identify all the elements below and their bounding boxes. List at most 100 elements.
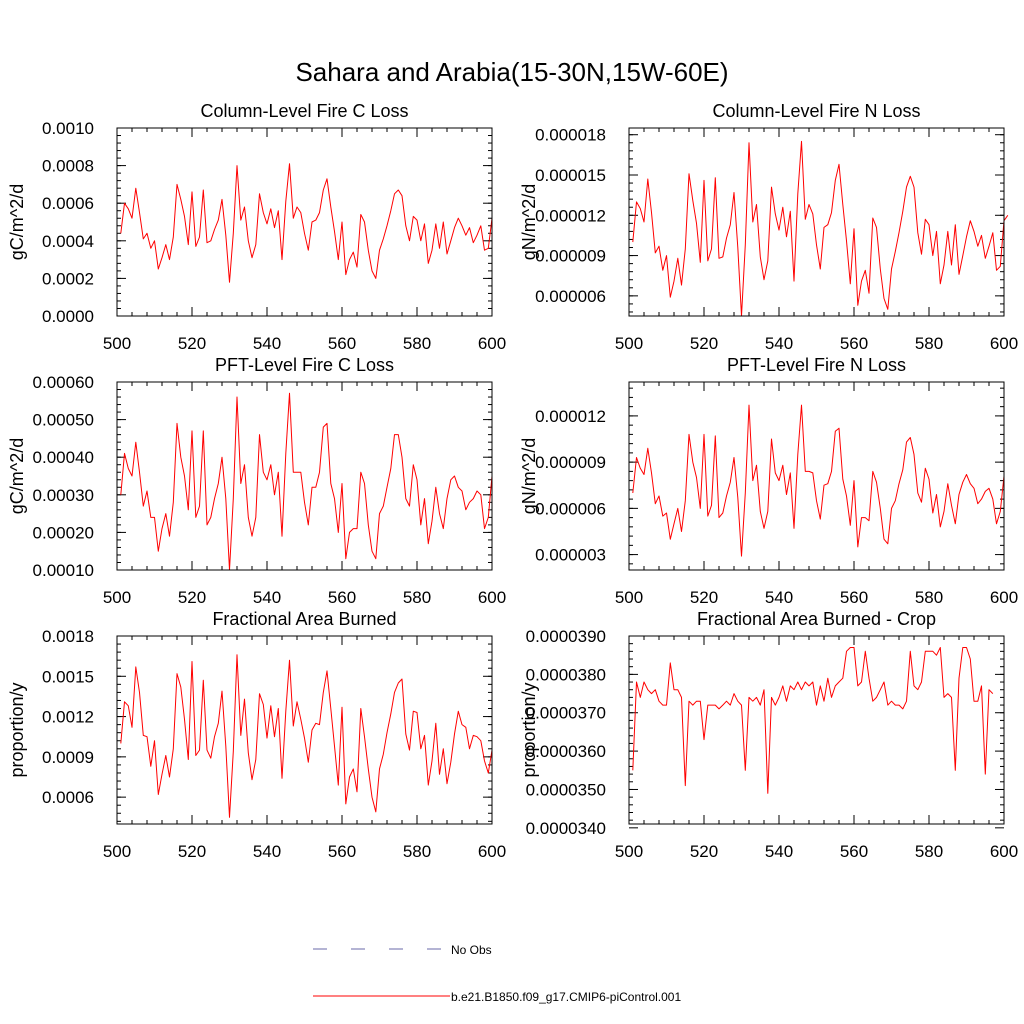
x-tick-label: 600 (990, 842, 1018, 861)
y-tick-label: 0.0010 (42, 119, 94, 138)
y-tick-label: 0.0000370 (526, 704, 606, 723)
x-tick-label: 560 (328, 334, 356, 353)
x-tick-label: 560 (328, 842, 356, 861)
y-axis-label: gC/m^2/d (7, 184, 27, 260)
y-tick-label: 0.00020 (33, 523, 94, 542)
x-tick-label: 520 (178, 588, 206, 607)
series-line-1 (120, 392, 493, 571)
y-tick-label: 0.00060 (33, 373, 94, 392)
x-tick-label: 560 (840, 588, 868, 607)
y-tick-label: 0.0008 (42, 157, 94, 176)
y-tick-label: 0.0012 (42, 708, 94, 727)
x-tick-label: 580 (915, 588, 943, 607)
panel-title: Fractional Area Burned - Crop (697, 609, 936, 629)
y-tick-label: 0.00030 (33, 486, 94, 505)
y-tick-label: 0.000006 (535, 499, 606, 518)
x-tick-label: 500 (103, 842, 131, 861)
chart-panel-6: Fractional Area Burned - Crop proportion/… (519, 609, 1018, 861)
y-tick-label: 0.000009 (535, 247, 606, 266)
y-axis-label: gN/m^2/d (519, 184, 539, 260)
plot-frame (628, 635, 1005, 825)
y-tick-label: 0.000006 (535, 287, 606, 306)
y-tick-label: 0.00010 (33, 561, 94, 580)
plot-frame (116, 381, 493, 571)
series-line-1 (120, 654, 493, 818)
y-tick-label: 0.000018 (535, 126, 606, 145)
panel-title: Fractional Area Burned (212, 609, 396, 629)
y-tick-label: 0.0015 (42, 667, 94, 686)
y-tick-label: 0.00040 (33, 448, 94, 467)
x-tick-label: 580 (403, 334, 431, 353)
y-tick-label: 0.0006 (42, 788, 94, 807)
y-tick-label: 0.000003 (535, 546, 606, 565)
figure-title: Sahara and Arabia(15-30N,15W-60E) (295, 57, 728, 87)
y-tick-label: 0.0000380 (526, 665, 606, 684)
series-line-1 (632, 404, 1005, 557)
x-tick-label: 520 (178, 334, 206, 353)
x-tick-label: 580 (403, 842, 431, 861)
x-tick-label: 600 (478, 334, 506, 353)
x-tick-label: 540 (765, 842, 793, 861)
x-tick-label: 600 (478, 842, 506, 861)
y-tick-label: 0.0004 (42, 232, 94, 251)
x-tick-label: 520 (690, 588, 718, 607)
x-tick-label: 600 (478, 588, 506, 607)
x-tick-label: 500 (615, 334, 643, 353)
x-tick-label: 560 (840, 842, 868, 861)
y-tick-label: 0.0000 (42, 307, 94, 326)
panel-title: PFT-Level Fire N Loss (727, 355, 906, 375)
x-tick-label: 580 (915, 842, 943, 861)
chart-panel-1: Column-Level Fire C Loss gC/m^2/d 500 520 54… (7, 101, 506, 353)
y-axis-label: gC/m^2/d (7, 438, 27, 514)
y-axis-label: gN/m^2/d (519, 438, 539, 514)
x-tick-label: 560 (328, 588, 356, 607)
y-tick-label: 0.0000350 (526, 780, 606, 799)
x-tick-label: 520 (690, 842, 718, 861)
x-tick-label: 540 (253, 588, 281, 607)
y-tick-label: 0.000015 (535, 166, 606, 185)
y-tick-label: 0.0018 (42, 627, 94, 646)
x-tick-label: 580 (403, 588, 431, 607)
x-tick-label: 580 (915, 334, 943, 353)
y-tick-label: 0.0000340 (526, 819, 606, 838)
legend: No Obs b.e21.B1850.f09_g17.CMIP6-piContro… (313, 943, 681, 1004)
y-tick-label: 0.0009 (42, 748, 94, 767)
panels: Column-Level Fire C Loss gC/m^2/d 500 520 54… (7, 101, 1018, 861)
x-tick-label: 540 (765, 334, 793, 353)
chart-panel-2: Column-Level Fire N Loss gN/m^2/d 500 520 54… (519, 101, 1018, 353)
x-tick-label: 600 (990, 334, 1018, 353)
x-tick-label: 540 (253, 334, 281, 353)
x-tick-label: 520 (690, 334, 718, 353)
y-axis-label: proportion/y (7, 682, 27, 777)
y-tick-label: 0.0000390 (526, 627, 606, 646)
y-tick-label: 0.0002 (42, 269, 94, 288)
series-line-1 (120, 163, 493, 283)
x-tick-label: 500 (103, 334, 131, 353)
y-tick-label: 0.0000360 (526, 742, 606, 761)
x-tick-label: 560 (840, 334, 868, 353)
panel-title: Column-Level Fire C Loss (200, 101, 408, 121)
y-tick-label: 0.0006 (42, 194, 94, 213)
y-tick-label: 0.000012 (535, 206, 606, 225)
x-tick-label: 540 (253, 842, 281, 861)
y-tick-label: 0.000009 (535, 453, 606, 472)
chart-panel-3: PFT-Level Fire C Loss gC/m^2/d 500 520 540 56… (7, 355, 506, 607)
series-line-1 (632, 647, 994, 794)
x-tick-label: 520 (178, 842, 206, 861)
series-line-1 (632, 140, 1009, 317)
panel-title: PFT-Level Fire C Loss (215, 355, 394, 375)
plot-frame (116, 635, 493, 825)
chart-panel-4: PFT-Level Fire N Loss gN/m^2/d 500 520 540 56… (519, 355, 1018, 607)
legend-label-2: b.e21.B1850.f09_g17.CMIP6-piControl.001 (451, 990, 681, 1004)
y-tick-label: 0.000012 (535, 407, 606, 426)
y-tick-label: 0.00050 (33, 411, 94, 430)
legend-label-1: No Obs (451, 943, 492, 957)
x-tick-label: 540 (765, 588, 793, 607)
plot-frame (628, 381, 1005, 571)
x-tick-label: 600 (990, 588, 1018, 607)
plot-frame (628, 127, 1005, 317)
x-tick-label: 500 (103, 588, 131, 607)
y-axis-label: proportion/y (519, 682, 539, 777)
